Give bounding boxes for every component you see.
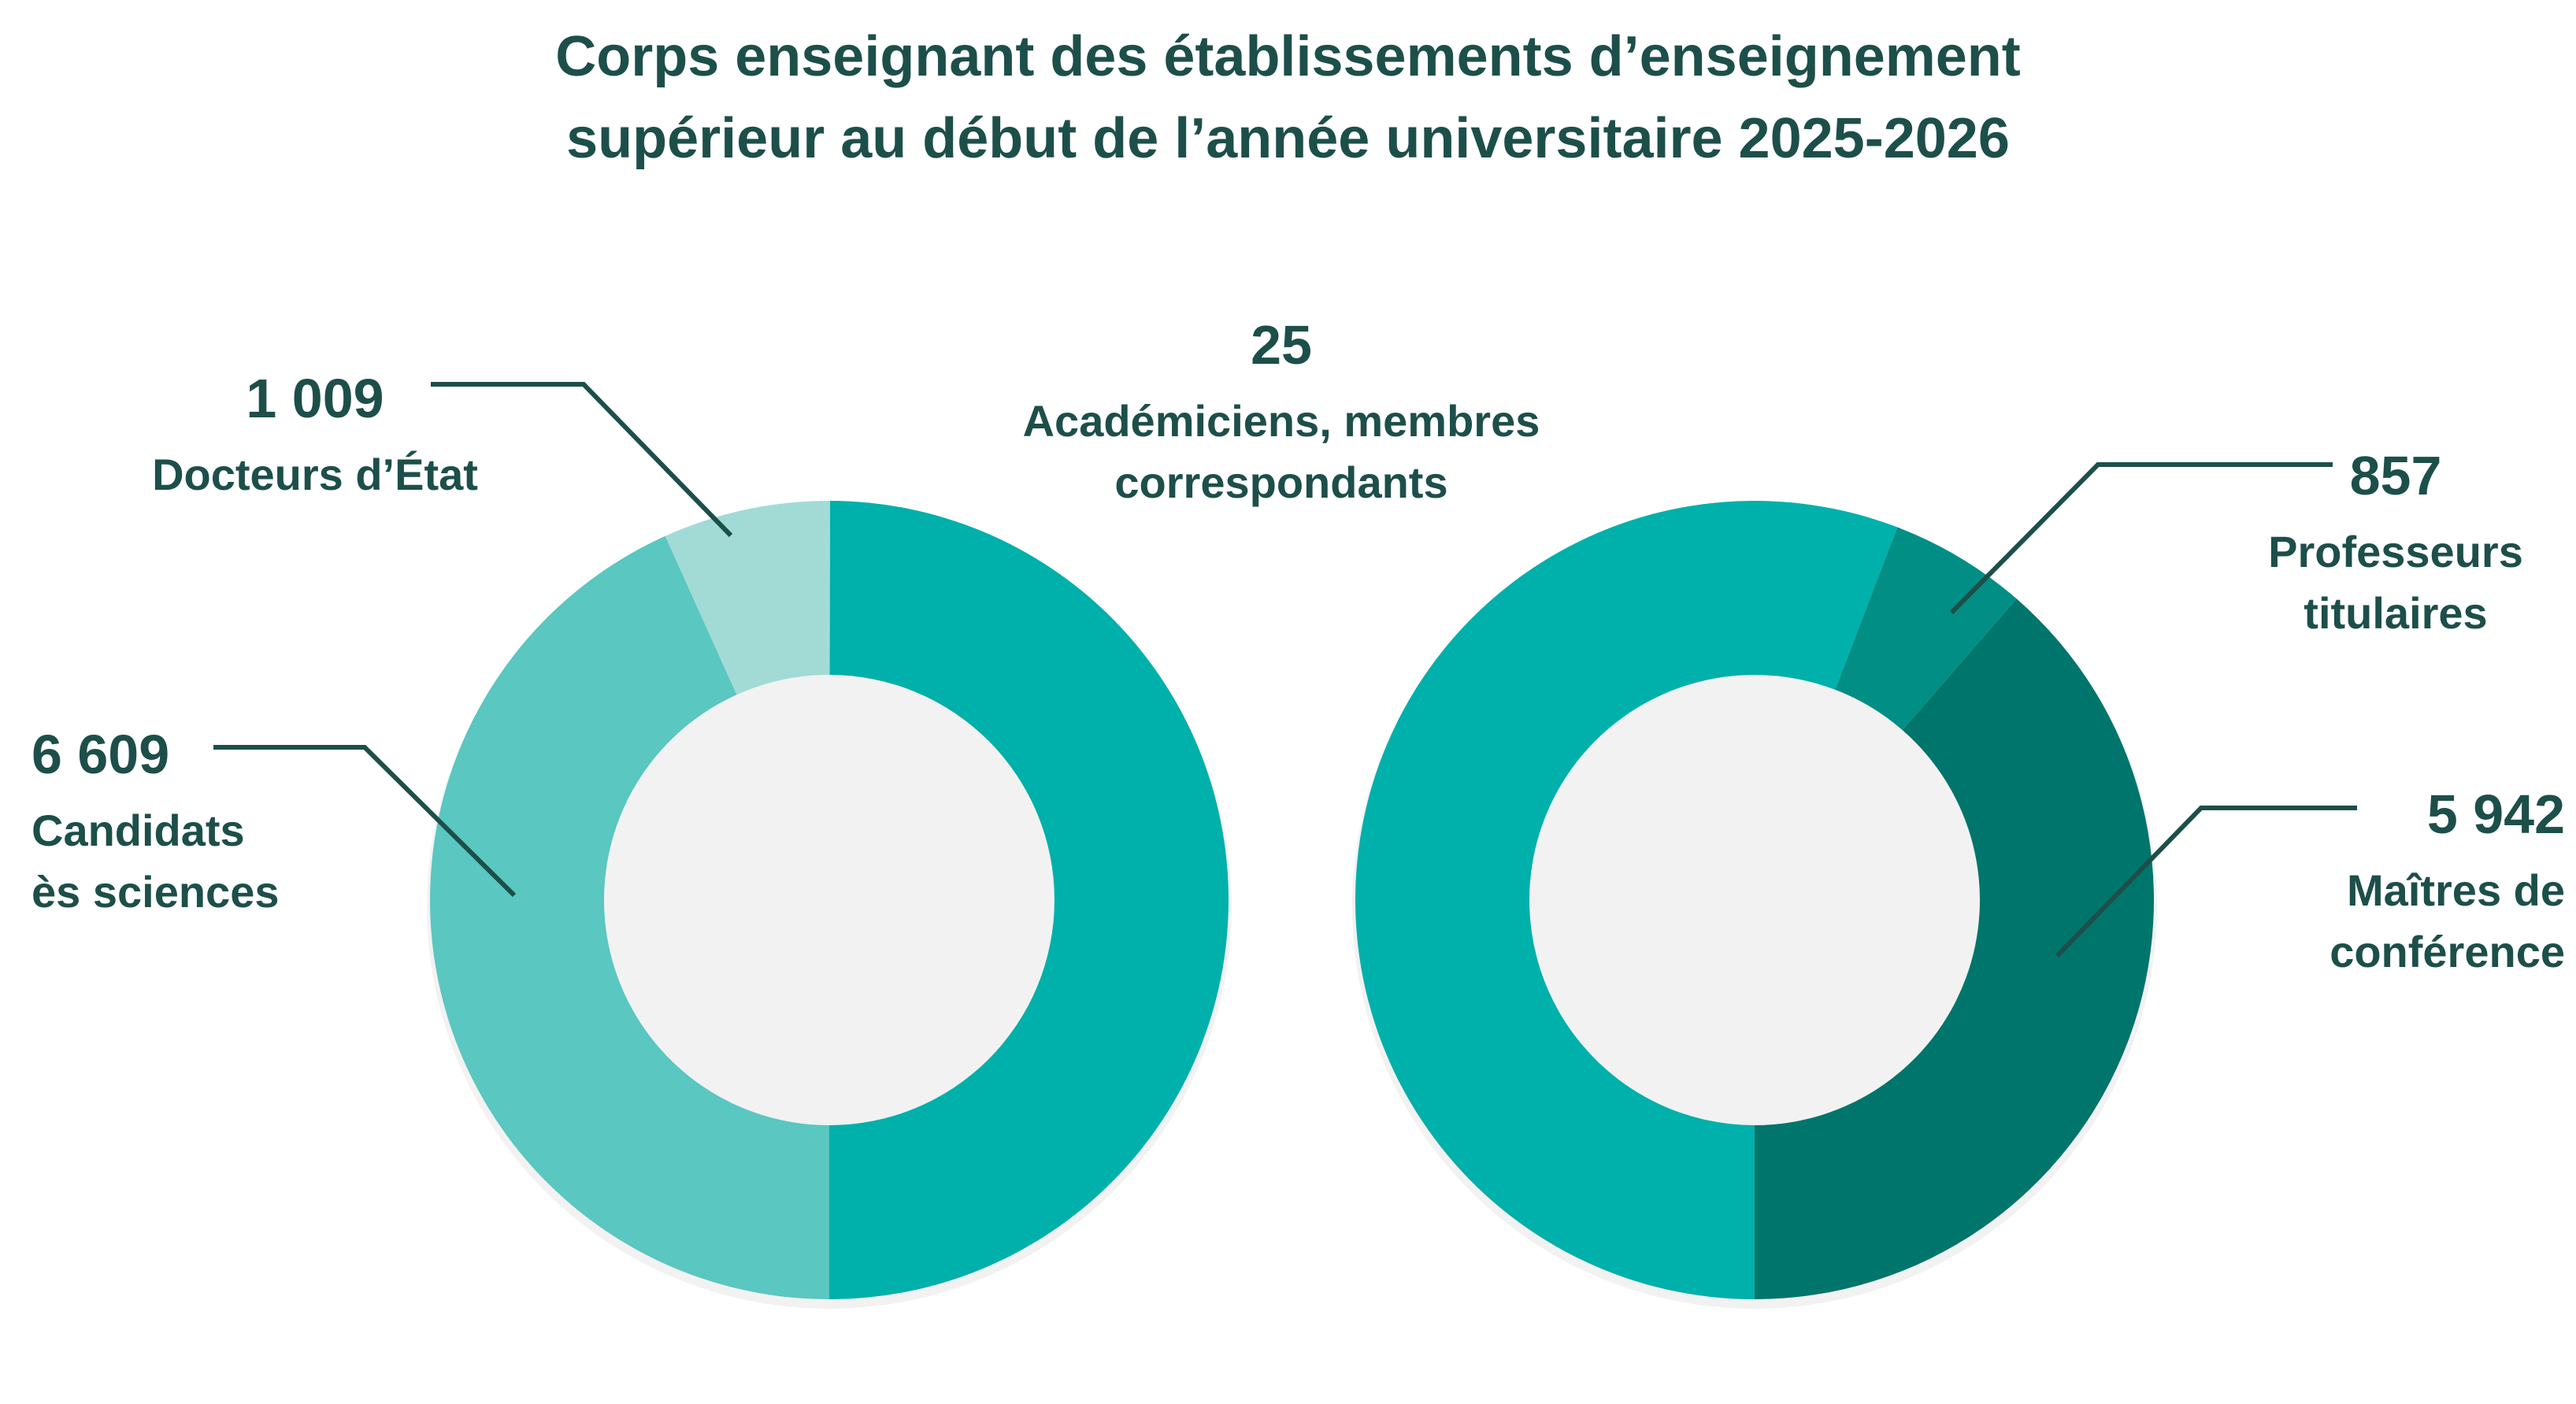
donut-slice [1755, 598, 2154, 1299]
donut-slice [430, 535, 829, 1299]
slice-label: 5 942 Maîtres de conférence [2330, 769, 2565, 997]
value-label: 25 [1251, 314, 1312, 376]
value-label: 6 609 [32, 724, 170, 785]
leader-lines [213, 382, 2357, 958]
value-label: 5 942 [2426, 783, 2565, 845]
donut-slice [665, 501, 828, 695]
category-label: Académiciens, membres correspondants [1022, 396, 1540, 507]
value-label: 857 [2349, 445, 2442, 506]
leader-line [431, 382, 733, 538]
chart-title: Corps enseignant des établissements d’en… [555, 25, 2021, 170]
category-label: Professeurs titulaires [2268, 527, 2523, 638]
leader-line [213, 745, 517, 898]
donut-slice [825, 501, 830, 676]
slice-label: 1 009 Docteurs d’État [110, 353, 520, 520]
donut-slice [1355, 500, 1898, 1299]
leader-line [1949, 462, 2333, 615]
category-label: Maîtres de conférence [2330, 865, 2565, 976]
slice-label: 857 Professeurs titulaires [2199, 430, 2576, 658]
slice-label: 6 609 Candidats ès sciences [32, 709, 279, 937]
value-label: 1 009 [246, 368, 384, 429]
leader-line [2055, 806, 2357, 958]
donut-slice [829, 501, 1229, 1299]
donut [427, 501, 1232, 1309]
donut [1352, 500, 2157, 1309]
category-label: Candidats ès sciences [32, 806, 280, 917]
category-label: Docteurs d’État [152, 450, 478, 499]
slice-label: 25 Académiciens, membres correspondants [966, 299, 1596, 528]
donut-slice [1835, 527, 2017, 731]
